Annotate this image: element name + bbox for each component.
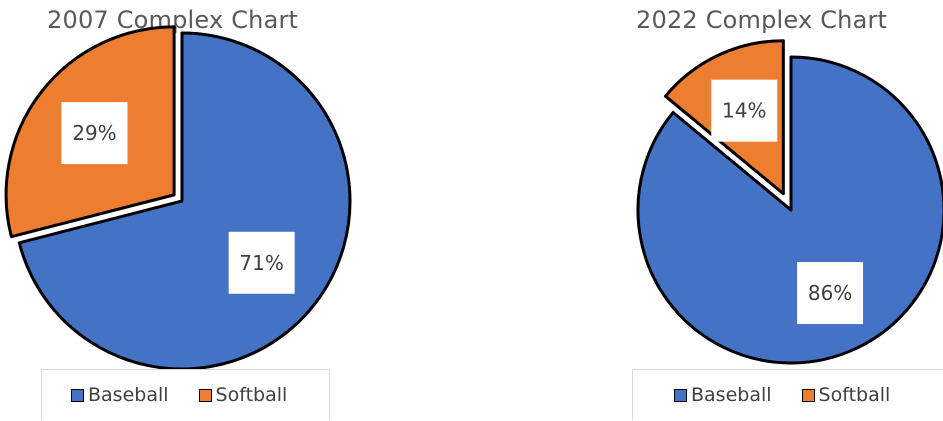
data-label-box (711, 79, 778, 142)
pie-chart-2022: 2022 Complex Chart 86% 14% Baseball Softb… (600, 0, 943, 421)
pie-plot: 86% 14% (636, 39, 943, 365)
legend-item-softball: Softball (801, 384, 891, 406)
data-label-softball: 29% (61, 102, 128, 165)
legend-label: Softball (818, 384, 891, 406)
data-label-text: 14% (722, 99, 766, 123)
data-label-text: 29% (72, 121, 116, 145)
baseball-swatch-icon (674, 388, 687, 402)
chart-title: 2022 Complex Chart (636, 6, 888, 34)
data-label-text: 71% (239, 251, 283, 275)
softball-swatch-icon (801, 388, 815, 402)
legend: Baseball Softball (632, 369, 943, 420)
legend-label: Baseball (691, 384, 772, 406)
legend: Baseball Softball (41, 369, 330, 420)
data-label-softball: 14% (711, 79, 778, 142)
softball-swatch-icon (198, 388, 212, 402)
legend-item-softball: Softball (198, 384, 288, 406)
baseball-swatch-icon (71, 388, 84, 402)
data-label-text: 86% (808, 281, 852, 305)
legend-item-baseball: Baseball (674, 384, 772, 406)
data-label-baseball: 71% (228, 231, 295, 294)
data-label-baseball: 86% (797, 262, 864, 325)
legend-item-baseball: Baseball (71, 384, 169, 406)
data-label-box (797, 262, 864, 325)
pie-slice-baseball (636, 55, 943, 365)
data-label-box (61, 102, 128, 165)
pie-plot: 71% 29% (4, 25, 352, 370)
data-label-box (228, 231, 295, 294)
legend-label: Baseball (88, 384, 169, 406)
legend-label: Softball (215, 384, 288, 406)
pie-chart-2007: 2007 Complex Chart 71% 29% Baseball Softb… (0, 0, 400, 421)
